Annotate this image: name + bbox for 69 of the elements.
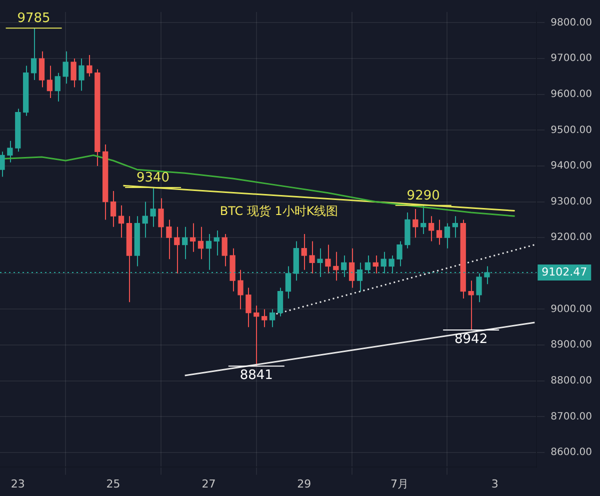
candlestick [396,240,402,267]
y-tick-label: 8900.00 [550,340,592,351]
candlestick [444,222,450,249]
y-tick-label: 9400.00 [550,160,592,172]
candlestick [428,216,434,242]
candlestick [7,140,13,163]
candlestick [110,190,116,228]
annotation: 8841 [240,368,273,384]
candlestick [468,280,474,330]
candlestick [348,248,355,288]
candlestick [198,226,204,260]
y-tick-label: 8700.00 [550,411,592,422]
candlestick [333,251,339,282]
y-tick-label: 9000.00 [550,304,592,315]
annotation: 9290 [406,188,440,204]
annotation: 9340 [136,170,170,186]
x-tick-label: 25 [106,477,120,490]
candlestick [142,201,148,238]
y-tick-label: 9300.00 [550,196,592,208]
y-tick-label: 9800.00 [550,17,592,28]
candlestick [436,219,442,246]
x-tick-label: 23 [10,477,25,490]
annotation: 9785 [17,10,50,26]
candlestick [301,234,307,270]
candlestick [78,58,84,92]
candlestick [166,219,172,260]
y-tick-label: 8600.00 [550,447,592,458]
candlestick [30,28,37,81]
candlestick [309,240,315,274]
candlestick [246,287,252,328]
candlestick [118,204,124,238]
candlestick [206,234,212,270]
y-tick-label: 9500.00 [550,124,592,136]
y-tick-label: 8800.00 [550,375,592,386]
candlestick [262,308,268,328]
y-tick-label: 9200.00 [550,232,592,244]
candlestick [182,226,188,260]
x-tick-label: 3 [491,477,498,490]
candlestick [372,255,378,274]
x-tick-label: 27 [202,477,216,490]
candlestick [174,226,180,274]
y-tick-label: 9600.00 [550,88,592,100]
candlestick [54,72,60,102]
candlestick [254,305,260,367]
candlestick [277,287,284,317]
candlestick [158,198,164,238]
candlestick [70,58,76,88]
candlestick [420,204,426,235]
annotation: 8942 [454,332,488,347]
candlestick [412,208,418,238]
candlestick [38,50,45,88]
x-tick-label: 7月 [390,477,409,490]
candlestick [238,269,244,310]
y-tick-label: 9700.00 [550,53,592,64]
candlestick [222,234,228,267]
candlestick [214,230,220,256]
candlestick [46,65,53,98]
text: BTC 现货 1小时K线图 [220,204,338,218]
candlestick [452,216,458,238]
candlestick [325,244,331,274]
candlestick [62,50,68,84]
ref-line-label: 9102.47 [542,265,588,278]
x-tick-label: 29 [297,477,312,490]
candlestick [86,54,92,77]
candlestick [269,308,276,328]
candlestick [0,151,5,178]
candlestick [190,222,196,252]
candlestick [476,272,482,303]
candlestick [150,186,156,228]
